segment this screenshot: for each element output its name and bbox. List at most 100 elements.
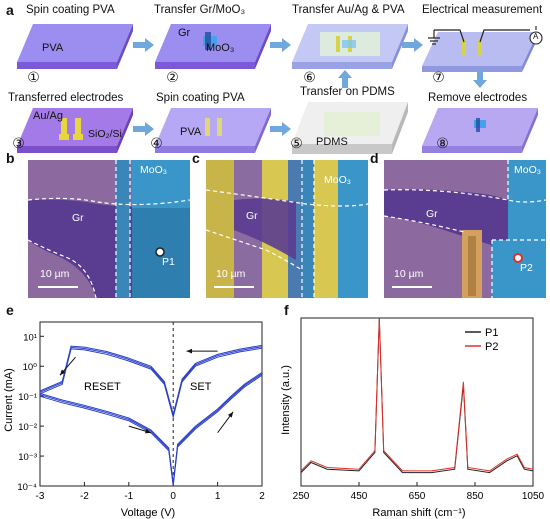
step1-pva-label: PVA [42, 42, 64, 54]
arrow-2-6 [270, 38, 291, 52]
raman-x-tick-label: 1050 [522, 491, 545, 502]
arrow-1-2 [133, 38, 154, 52]
micrograph-c-scale-text: 10 µm [216, 268, 246, 280]
micrograph-c-scale-bar [214, 286, 254, 288]
iv-chart: -3 -2 -1 0 1 2 10¹ 10⁰ 10⁻¹ 10⁻² 10⁻³ 10⁻⁴ RESET SE… [3, 321, 265, 519]
step2-number: ② [166, 69, 179, 85]
iv-sweep-arrowhead [186, 348, 193, 354]
iv-series-line [39, 373, 263, 485]
step7-number: ⑦ [432, 69, 445, 85]
raman-y-axis-label: Intensity (a.u.) [280, 365, 292, 435]
iv-sweep-arrowhead [59, 369, 66, 376]
iv-series-line [39, 347, 263, 420]
micrograph-b-gr-label: Gr [72, 212, 84, 224]
panel-c-letter: c [192, 150, 200, 166]
micrograph-b: Gr MoO₃ P1 10 µm [28, 160, 190, 298]
micrograph-d: Gr MoO₃ P2 10 µm [384, 160, 546, 298]
raman-x-tick-label: 450 [351, 491, 368, 502]
iv-x-axis-label: Voltage (V) [121, 507, 175, 519]
iv-x-tick-label: -1 [124, 491, 133, 502]
raman-x-tick-label: 250 [293, 491, 310, 502]
step2-title: Transfer Gr/MoO₃ [154, 4, 246, 16]
micrograph-d-moo3-label: MoO₃ [514, 164, 542, 176]
step6-slab [292, 24, 408, 69]
step1-slab [17, 24, 133, 69]
step2-slab [155, 24, 271, 69]
iv-series-line [39, 346, 263, 418]
iv-x-tick-label: -3 [36, 491, 45, 502]
iv-sweep-arrowhead [227, 411, 234, 418]
micrograph-b-scale-bar [38, 286, 78, 288]
micrograph-b-point-label: P1 [162, 256, 175, 268]
step3-slab [17, 108, 133, 153]
step1-title: Spin coating PVA [26, 4, 115, 16]
iv-series-line [39, 344, 263, 417]
micrograph-c-moo3-label: MoO₃ [324, 174, 352, 186]
step8-slab [422, 108, 538, 153]
micrograph-b-scale-text: 10 µm [40, 268, 70, 280]
panel-f-letter: f [284, 302, 289, 318]
raman-chart: 250 450 650 850 1050 Raman shift (cm⁻¹) Inte… [280, 317, 545, 519]
arrow-3-4 [133, 122, 154, 136]
step7-title: Electrical measurement [422, 4, 543, 16]
panel-a-letter: a [6, 2, 14, 18]
iv-y-tick-label: 10⁰ [23, 362, 38, 373]
micrograph-c: Gr MoO₃ 10 µm [206, 160, 368, 298]
micrograph-d-scale-bar [392, 286, 432, 288]
step4-title: Spin coating PVA [156, 92, 245, 104]
step4-slab [155, 108, 271, 153]
iv-y-axis-label: Current (mA) [3, 368, 15, 432]
raman-x-tick-label: 650 [409, 491, 426, 502]
iv-x-tick-label: 1 [215, 491, 221, 502]
iv-reset-label: RESET [84, 381, 121, 393]
step6-number: ⑥ [303, 69, 316, 85]
arrow-4-5 [270, 122, 291, 136]
iv-x-tick-label: -2 [80, 491, 89, 502]
iv-y-tick-label: 10⁻⁴ [17, 482, 37, 493]
legend-p1-label: P1 [485, 327, 498, 339]
arrow-5-6 [338, 70, 352, 88]
step6-title: Transfer Au/Ag & PVA [292, 4, 405, 16]
step1-number: ① [27, 69, 40, 85]
step2-gr-label: Gr [178, 27, 191, 39]
micrograph-d-scale-text: 10 µm [394, 268, 424, 280]
step7-ammeter-label: A [533, 32, 539, 41]
step4-number: ④ [150, 135, 163, 151]
iv-set-label: SET [190, 381, 212, 393]
step5-title: Transfer on PDMS [300, 86, 395, 98]
arrow-6-7 [402, 38, 423, 52]
legend-p2-label: P2 [485, 341, 498, 353]
micrograph-d-point-label: P2 [520, 262, 533, 274]
step4-pva-label: PVA [180, 126, 202, 138]
panel-d-letter: d [370, 150, 379, 166]
raman-series-line-p2 [300, 317, 534, 472]
raman-x-tick-label: 850 [467, 491, 484, 502]
step5-pdms-label: PDMS [316, 136, 348, 148]
step8-number: ⑧ [436, 135, 449, 151]
step3-number: ③ [12, 135, 25, 151]
panel-e-letter: e [6, 302, 14, 318]
iv-x-tick-label: 2 [259, 491, 265, 502]
step3-auag-label: Au/Ag [33, 110, 63, 122]
iv-y-tick-label: 10⁻³ [18, 452, 37, 463]
step8-title: Remove electrodes [428, 92, 528, 104]
iv-y-tick-label: 10⁻¹ [18, 392, 37, 403]
iv-y-tick-label: 10¹ [23, 332, 37, 343]
step5-number: ⑤ [290, 135, 303, 151]
micrograph-b-moo3-label: MoO₃ [140, 164, 168, 176]
raman-x-axis-label: Raman shift (cm⁻¹) [372, 507, 465, 519]
micrograph-d-gr-label: Gr [426, 208, 438, 220]
step7-slab [422, 26, 543, 72]
step5-slab [292, 102, 408, 154]
iv-series-line [39, 371, 263, 484]
step2-moo3-label: MoO₃ [206, 42, 235, 54]
step3-sio2-label: SiO₂/Si [88, 128, 122, 140]
arrow-7-8 [473, 70, 487, 88]
iv-y-tick-label: 10⁻² [18, 422, 37, 433]
raman-series-line-p1 [300, 317, 534, 474]
iv-plot-frame [39, 321, 263, 487]
iv-x-tick-label: 0 [170, 491, 176, 502]
step3-title: Transferred electrodes [8, 92, 124, 104]
panel-b-letter: b [6, 150, 15, 166]
iv-sweep-arrowhead [145, 428, 151, 434]
